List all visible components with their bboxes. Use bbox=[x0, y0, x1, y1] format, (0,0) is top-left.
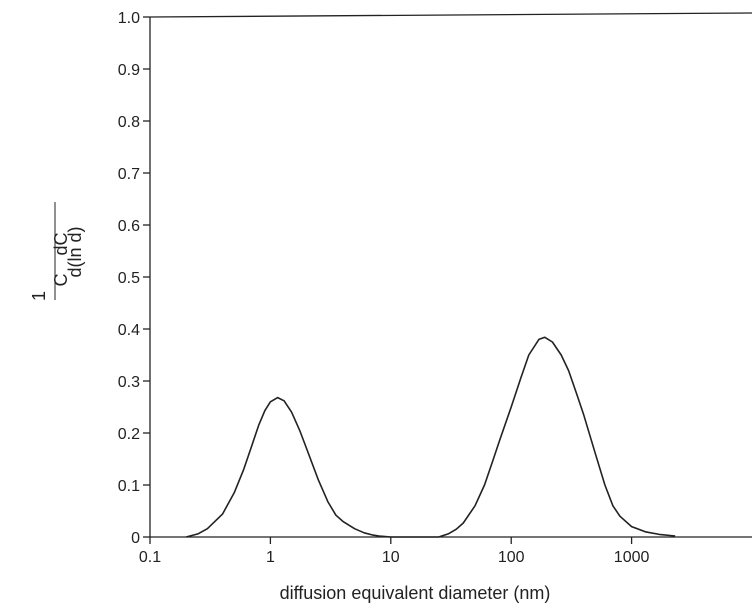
x-tick-label: 100 bbox=[498, 549, 525, 566]
y-axis-title-c: C bbox=[51, 274, 71, 287]
y-axis-title-dc: dC bbox=[51, 232, 71, 255]
x-tick-label: 1000 bbox=[614, 549, 650, 566]
y-tick-label: 0.1 bbox=[118, 478, 140, 495]
series-line-1 bbox=[185, 336, 676, 538]
y-tick-label: 0 bbox=[131, 530, 140, 547]
x-tick-label: 0.1 bbox=[139, 549, 161, 566]
y-axis-title: 1 C dC d(ln d) bbox=[29, 202, 85, 301]
y-tick-label: 0.7 bbox=[118, 166, 140, 183]
y-tick-label: 1.0 bbox=[118, 10, 140, 27]
y-axis: 0 0.1 0.2 0.3 0.4 0.5 0.6 0.7 0.8 0.9 1.0 bbox=[118, 10, 150, 547]
y-axis-title-dlnd-den: d(ln d) bbox=[65, 226, 85, 277]
y-tick-label: 0.4 bbox=[118, 322, 140, 339]
x-axis: 0.1 1 10 100 1000 bbox=[139, 537, 650, 566]
plot-frame bbox=[149, 12, 752, 538]
y-tick-label: 0.9 bbox=[118, 62, 140, 79]
y-axis-title-one: 1 bbox=[29, 291, 49, 301]
x-tick-label: 10 bbox=[382, 549, 400, 566]
top-border-line bbox=[149, 12, 752, 18]
series-layer bbox=[185, 336, 676, 538]
y-tick-label: 0.2 bbox=[118, 426, 140, 443]
x-axis-title: diffusion equivalent diameter (nm) bbox=[280, 583, 551, 603]
y-tick-label: 0.3 bbox=[118, 374, 140, 391]
y-tick-label: 0.5 bbox=[118, 270, 140, 287]
y-tick-label: 0.6 bbox=[118, 218, 140, 235]
x-tick-label: 1 bbox=[266, 549, 275, 566]
y-tick-label: 0.8 bbox=[118, 114, 140, 131]
